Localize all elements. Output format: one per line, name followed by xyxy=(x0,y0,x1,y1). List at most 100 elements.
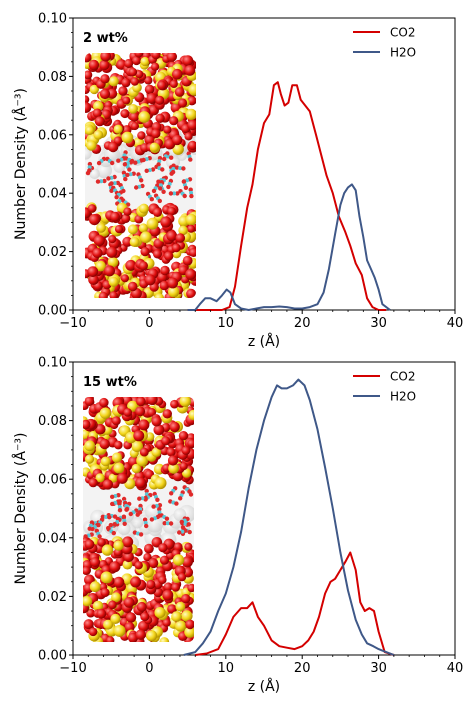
o-atom xyxy=(85,95,90,104)
co2-molecule xyxy=(168,499,179,506)
legend-label-h2o: H2O xyxy=(390,390,416,404)
o-atom xyxy=(98,291,108,298)
o-atom xyxy=(170,399,179,409)
si-atom xyxy=(159,637,170,642)
o-atom xyxy=(166,447,176,457)
x-tick-label: 10 xyxy=(218,316,235,331)
si-atom xyxy=(140,231,152,243)
si-atom xyxy=(107,256,119,268)
series-line-co2 xyxy=(187,81,387,311)
co2-molecule xyxy=(105,156,115,166)
o-atom xyxy=(88,274,99,286)
si-atom xyxy=(83,596,93,607)
si-atom xyxy=(100,456,111,467)
o-atom xyxy=(178,98,188,108)
o-atom xyxy=(92,108,102,118)
si-atom xyxy=(188,83,196,96)
o-atom xyxy=(139,261,148,271)
o-atom xyxy=(184,65,196,76)
si-atom xyxy=(121,131,134,144)
si-atom xyxy=(127,224,138,235)
si-atom xyxy=(184,626,194,638)
co2-molecule xyxy=(153,193,162,204)
o-atom xyxy=(125,259,137,271)
o-atom xyxy=(121,274,129,283)
o-atom xyxy=(86,608,96,618)
o-atom xyxy=(100,588,110,598)
water-blob xyxy=(85,147,92,160)
o-atom xyxy=(88,478,98,488)
co2-molecule xyxy=(162,151,170,162)
si-atom xyxy=(113,624,126,637)
si-atom xyxy=(89,581,101,593)
o-atom xyxy=(135,629,146,640)
co2-molecule xyxy=(149,514,160,522)
co2-molecule xyxy=(166,178,174,190)
o-atom xyxy=(93,235,105,247)
co2-molecule xyxy=(100,514,112,520)
x-tick-label: 0 xyxy=(145,316,153,331)
chart-panel-1: −10 0 10 20 30 40 0.00 0.02 0.04 0.06 0.08 0.10 z (Å… xyxy=(12,12,463,351)
o-atom xyxy=(106,636,115,642)
o-atom xyxy=(99,438,110,450)
o-atom xyxy=(160,265,170,276)
panel-annotation: 2 wt% xyxy=(83,31,128,46)
o-atom xyxy=(164,251,174,261)
si-atom xyxy=(138,111,151,123)
co2-molecule xyxy=(87,161,93,173)
o-atom xyxy=(159,280,170,291)
o-atom xyxy=(110,211,120,222)
y-tick-label: 0.06 xyxy=(38,473,67,488)
co2-molecule xyxy=(132,530,144,537)
o-atom xyxy=(144,134,156,146)
si-atom xyxy=(140,56,150,67)
y-tick-label: 0.08 xyxy=(38,70,67,85)
o-atom xyxy=(99,397,109,408)
o-atom xyxy=(129,111,140,122)
o-atom xyxy=(184,542,193,551)
co2-molecule xyxy=(152,491,160,502)
co2-molecule xyxy=(141,156,152,163)
co2-molecule xyxy=(106,174,117,181)
o-atom xyxy=(187,140,196,151)
o-atom xyxy=(175,233,186,243)
si-atom xyxy=(84,454,95,464)
o-atom xyxy=(135,477,147,489)
o-atom xyxy=(135,70,144,79)
series-line-co2 xyxy=(195,551,395,656)
co2-molecule xyxy=(145,191,154,202)
o-atom xyxy=(186,288,196,298)
molecular-snapshot-inset xyxy=(85,53,196,298)
o-atom xyxy=(171,582,181,592)
si-atom xyxy=(122,559,133,570)
co2-molecule xyxy=(111,185,120,196)
x-axis-label: z (Å) xyxy=(248,333,280,350)
o-atom xyxy=(187,119,196,131)
si-atom xyxy=(93,130,104,140)
co2-molecule xyxy=(114,190,124,200)
o-atom xyxy=(163,582,173,592)
si-atom xyxy=(95,473,105,483)
si-atom xyxy=(154,477,167,490)
o-atom xyxy=(83,619,94,630)
o-atom xyxy=(88,59,100,71)
o-atom xyxy=(144,543,154,554)
o-atom xyxy=(174,87,185,97)
si-atom xyxy=(93,101,104,112)
si-atom xyxy=(171,611,182,622)
panel-annotation: 15 wt% xyxy=(83,375,137,390)
y-tick-label: 0.00 xyxy=(38,304,67,319)
si-atom xyxy=(129,237,140,247)
o-atom xyxy=(122,536,134,548)
o-atom xyxy=(144,76,153,85)
co2-molecule xyxy=(137,503,143,515)
si-atom xyxy=(146,630,158,642)
o-atom xyxy=(169,80,178,88)
o-atom xyxy=(185,619,194,630)
o-atom xyxy=(155,95,165,105)
co2-molecule xyxy=(110,493,121,499)
si-atom xyxy=(175,620,187,632)
co2-molecule xyxy=(169,486,178,496)
o-atom xyxy=(171,243,181,253)
